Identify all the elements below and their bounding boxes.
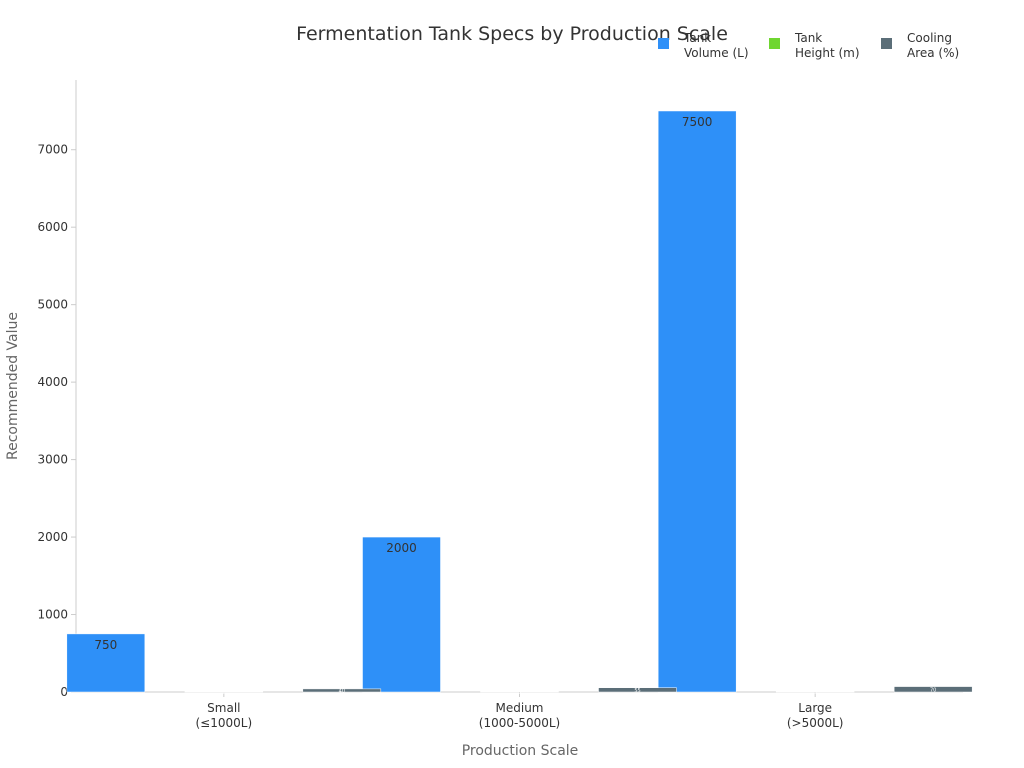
bar-0-2 xyxy=(657,110,737,693)
y-tick-label: 6000 xyxy=(37,220,68,234)
legend-item: Cooling Area (%) xyxy=(881,31,959,60)
bar-value-label: 7500 xyxy=(682,115,713,129)
bar-1-2 xyxy=(775,691,855,693)
legend-label: Tank Height (m) xyxy=(794,31,860,60)
legend-item: Tank Volume (L) xyxy=(658,31,749,60)
chart-title: Fermentation Tank Specs by Production Sc… xyxy=(296,23,728,45)
legend-label-line: Cooling xyxy=(907,31,952,45)
y-axis-label: Recommended Value xyxy=(5,312,21,460)
legend-label-line: Volume (L) xyxy=(684,46,749,60)
bar-2-0 xyxy=(302,688,382,693)
bar-value-label: 2 xyxy=(222,690,225,696)
legend-label-line: Tank xyxy=(683,31,711,45)
y-tick-label: 7000 xyxy=(37,143,68,157)
bar-value-label: 3 xyxy=(518,690,521,696)
bar-1-0 xyxy=(184,691,264,693)
y-tick-label: 1000 xyxy=(37,608,68,622)
bar-0-1 xyxy=(362,536,441,693)
x-tick-label-line: Medium xyxy=(496,701,544,715)
legend-swatch xyxy=(769,38,780,49)
bar-0-0 xyxy=(66,633,146,693)
legend-item: Tank Height (m) xyxy=(769,31,860,60)
x-axis-label: Production Scale xyxy=(462,743,579,759)
bar-1-1 xyxy=(480,691,559,693)
bar-2-1 xyxy=(598,687,677,693)
x-tick-label-line: Large xyxy=(798,701,832,715)
legend-label-line: Area (%) xyxy=(907,46,959,60)
legend-swatch xyxy=(658,38,669,49)
x-tick-label: Medium (1000-5000L) xyxy=(479,701,560,730)
x-tick-label: Large (>5000L) xyxy=(787,701,844,730)
bar-value-label: 2000 xyxy=(386,541,417,555)
legend-label: Tank Volume (L) xyxy=(683,31,749,60)
x-tick-label-line: (1000-5000L) xyxy=(479,716,560,730)
x-tick-label-line: (>5000L) xyxy=(787,716,844,730)
y-tick-label: 3000 xyxy=(37,453,68,467)
bar-value-label: 750 xyxy=(94,638,117,652)
bar-labels: 750 2000 7500 2 3 5 40 55 70 xyxy=(94,115,936,696)
y-tick-label: 0 xyxy=(60,685,68,699)
y-tick-label: 5000 xyxy=(37,298,68,312)
x-tick-label: Small (≤1000L) xyxy=(196,701,253,730)
legend-swatch xyxy=(881,38,892,49)
bar-value-label: 55 xyxy=(634,688,640,694)
x-tick-label-line: Small xyxy=(207,701,240,715)
bars xyxy=(66,110,973,693)
bar-value-label: 70 xyxy=(930,687,936,693)
bar-value-label: 40 xyxy=(339,688,345,694)
legend-label: Cooling Area (%) xyxy=(907,31,959,60)
y-tick-label: 2000 xyxy=(37,530,68,544)
bar-value-label: 5 xyxy=(814,690,817,696)
y-tick-label: 4000 xyxy=(37,375,68,389)
x-tick-label-line: (≤1000L) xyxy=(196,716,253,730)
y-axis-ticks: 0 1000 2000 3000 4000 5000 6000 7000 xyxy=(37,143,76,699)
bar-2-2 xyxy=(893,686,973,693)
x-axis-ticks: Small (≤1000L) Medium (1000-5000L) Large (>50… xyxy=(196,692,844,730)
legend-label-line: Tank xyxy=(794,31,822,45)
legend-label-line: Height (m) xyxy=(795,46,860,60)
legend: Tank Volume (L)Tank Height (m)Cooling Area … xyxy=(658,31,959,60)
